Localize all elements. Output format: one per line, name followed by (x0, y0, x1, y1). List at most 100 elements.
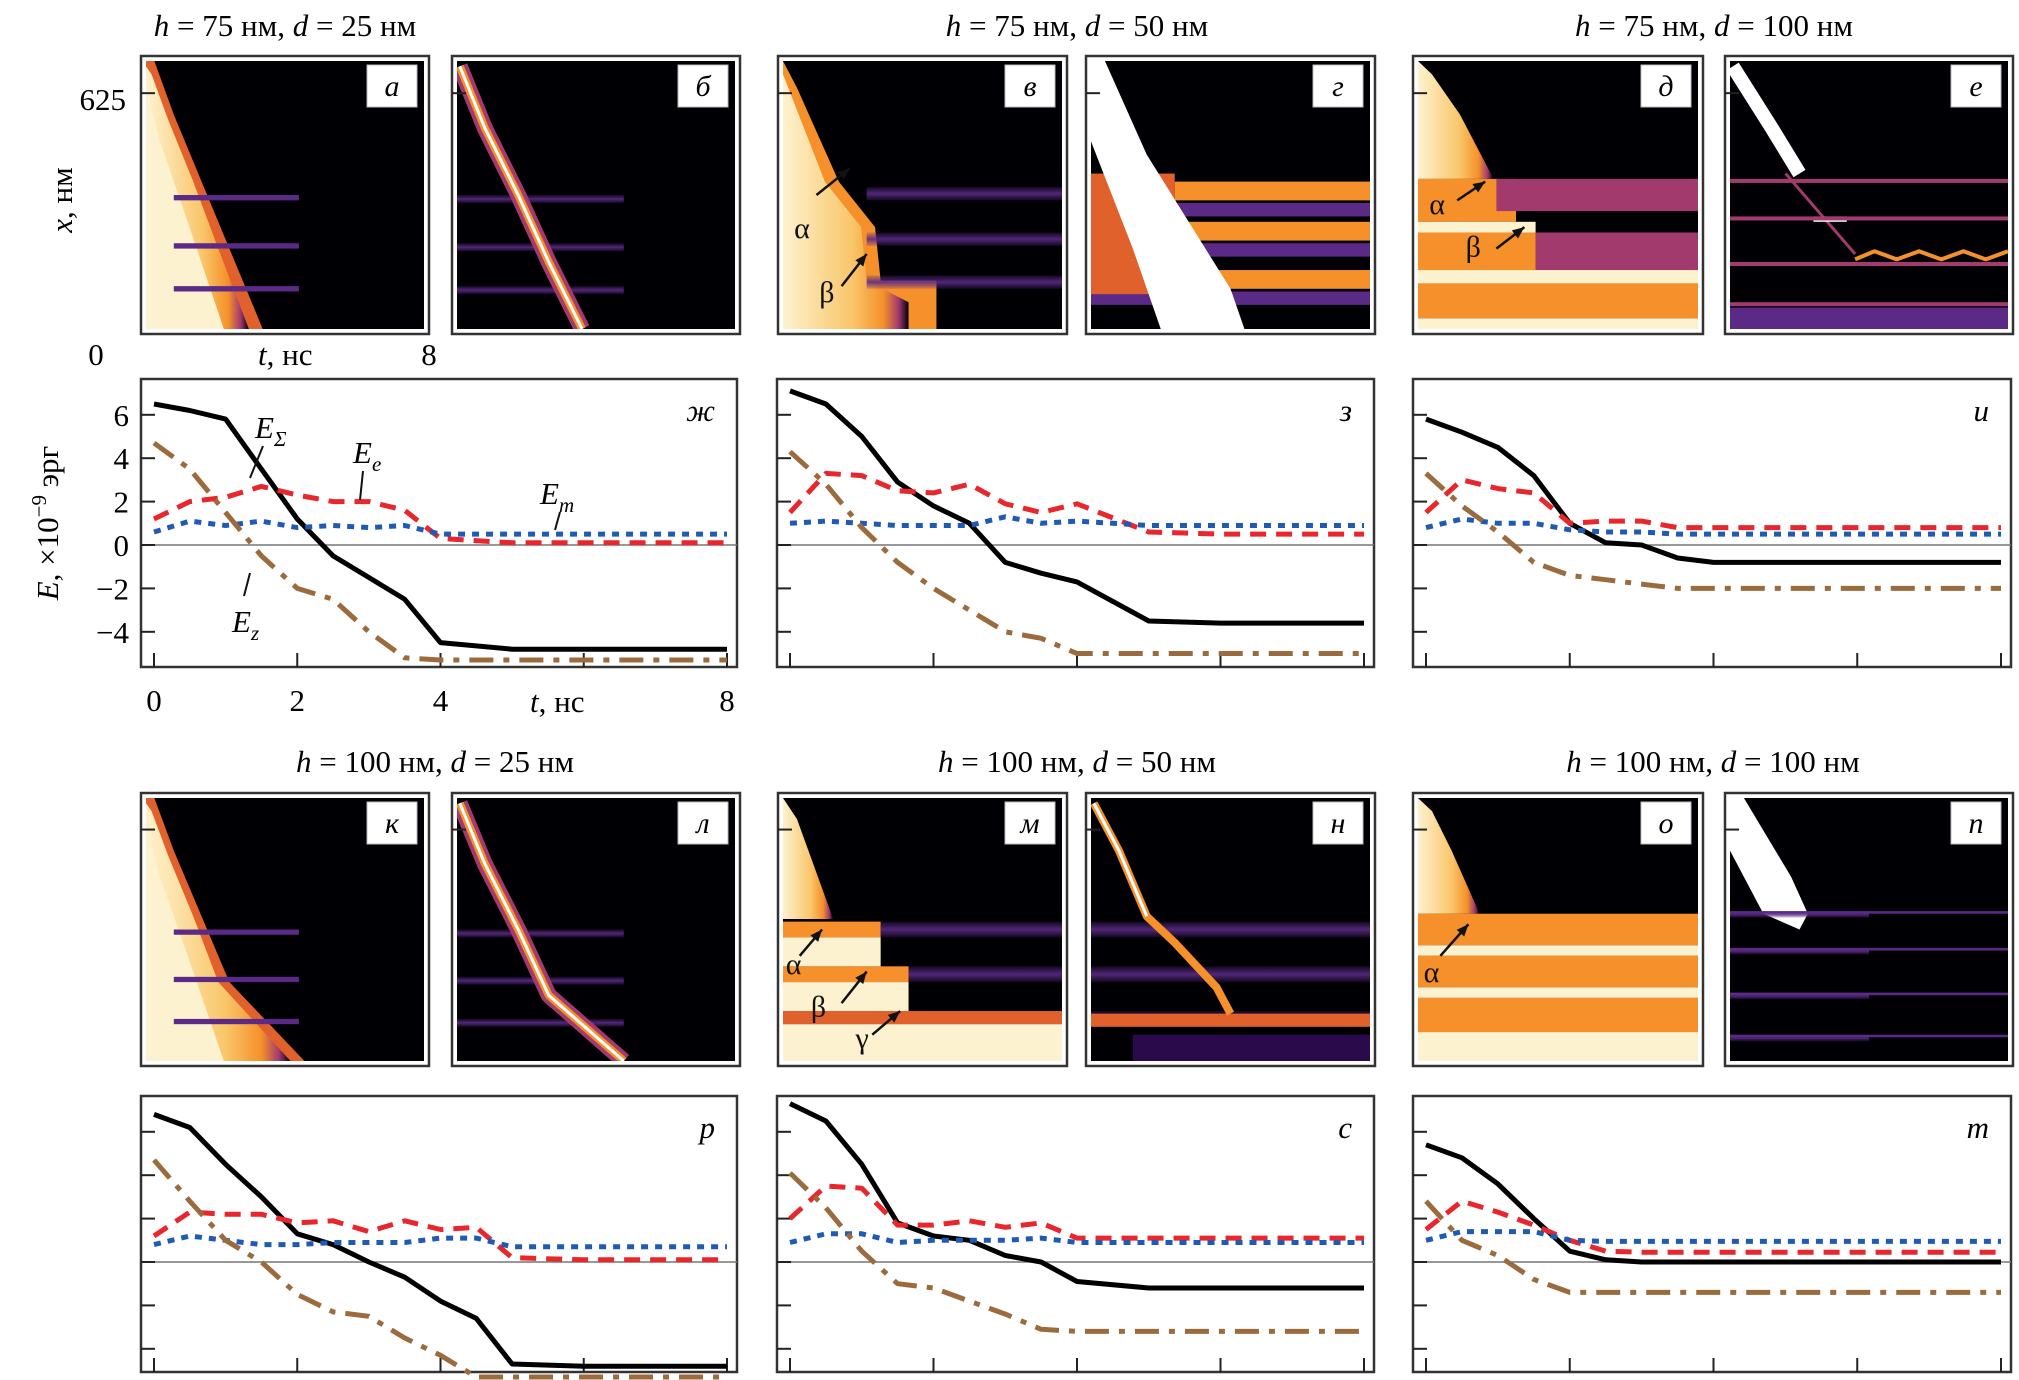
panel-letter: з (1339, 393, 1352, 428)
svg-text:Ee: Ee (352, 435, 381, 476)
y-tick-label: 6 (114, 398, 130, 433)
series-Ee (788, 470, 1364, 537)
series-Ee (1424, 1198, 2001, 1255)
svg-text:α: α (1429, 188, 1445, 221)
map-panel-м: м αβγ (776, 791, 1069, 1068)
energy-panel-и: и (1411, 377, 2013, 669)
panel-letter: е (1969, 70, 1982, 103)
panel-label: е (1950, 64, 2002, 108)
map-image (1091, 61, 1370, 329)
panel-letter: т (1967, 1110, 1989, 1145)
series-label-Em: Em (539, 476, 574, 531)
group-title: h = 75 нм, d = 100 нм (1575, 8, 1853, 43)
series-Ee (152, 1209, 727, 1263)
map-panel-о: оα (1411, 791, 1705, 1068)
svg-text:γ: γ (855, 1022, 869, 1055)
series-Ez (152, 440, 727, 663)
map-panel-б: б (450, 54, 742, 336)
map-panel-н: н (1084, 791, 1377, 1068)
map-image (1091, 798, 1370, 1061)
panel-letter: ж (686, 393, 715, 428)
panel-label: в (1004, 64, 1056, 108)
panel-letter: г (1332, 70, 1344, 103)
svg-text:α: α (786, 948, 802, 981)
x-tick-label: 4 (433, 683, 449, 718)
energy-axis-labels: E, ×10−9 эрг t, нс (27, 446, 584, 719)
panel-letter: р (698, 1110, 716, 1145)
series-Ez (1424, 471, 2001, 591)
y-tick-label: 2 (114, 485, 130, 520)
annotation-α: α (786, 928, 824, 981)
annotation-γ: γ (855, 1010, 901, 1055)
map-panel-д: д αβ (1411, 54, 1705, 336)
series-EΣ (789, 388, 1364, 626)
series-Ez (788, 1171, 1364, 1334)
map-axis-labels: 625 0 8 t, нс x, нм (44, 82, 437, 372)
panel-label: л (677, 801, 729, 845)
panel-letter: м (1019, 807, 1039, 840)
panel-letter: д (1658, 70, 1673, 103)
map-image (1418, 61, 1698, 329)
panel-letter: с (1338, 1110, 1352, 1145)
energy-panels: 6 4 2 0 −2 −4 0 2 4 8 ж EΣ Ee Em Ez з и р с т (96, 377, 2013, 1380)
map-image (146, 798, 424, 1061)
series-EΣ (1425, 416, 2001, 565)
panel-label: о (1640, 801, 1692, 845)
x-tick-label: 2 (290, 683, 306, 718)
series-Em (789, 514, 1364, 528)
series-label-EΣ: EΣ (249, 410, 287, 479)
energy-y-label: E, ×10−9 эрг (27, 446, 65, 602)
plot-frame (1411, 377, 2013, 669)
annotation-β: β (1466, 226, 1526, 264)
group-title: h = 75 нм, d = 25 нм (154, 8, 416, 43)
series-Ee (1424, 477, 2001, 531)
svg-text:EΣ: EΣ (254, 410, 287, 451)
group-titles: h = 75 нм, d = 25 нм h = 75 нм, d = 50 н… (154, 8, 1860, 779)
plot-frame (775, 1094, 1376, 1374)
y-tick-label: 4 (114, 441, 130, 476)
panel-letter: о (1659, 807, 1674, 840)
svg-text:β: β (811, 990, 826, 1023)
group-title: h = 75 нм, d = 50 нм (946, 8, 1208, 43)
annotation-β: β (811, 970, 868, 1023)
map-panel-е: е (1723, 54, 2015, 336)
map-image (1730, 798, 2008, 1061)
svg-text:α: α (794, 212, 810, 245)
map-y-tick-625: 625 (80, 82, 127, 117)
series-Em (153, 1233, 727, 1250)
energy-panel-ж: 6 4 2 0 −2 −4 0 2 4 8 ж EΣ Ee Em Ez (96, 377, 739, 718)
panel-letter: п (1969, 807, 1984, 840)
panel-letter: к (385, 807, 400, 840)
panel-label: д (1640, 64, 1692, 108)
series-Ez (1424, 1199, 2001, 1295)
map-y-tick-0: 0 (88, 337, 104, 372)
panel-label: п (1950, 801, 2002, 845)
group-title: h = 100 нм, d = 25 нм (296, 744, 574, 779)
svg-text:Em: Em (539, 476, 574, 517)
map-panel-в: в αβ (776, 54, 1069, 336)
svg-text:β: β (819, 276, 834, 309)
annotation-β: β (819, 253, 868, 309)
x-tick-label: 8 (719, 683, 735, 718)
x-tick-label: 0 (146, 683, 162, 718)
map-image (783, 798, 1062, 1061)
group-title: h = 100 нм, d = 50 нм (938, 744, 1216, 779)
series-label-Ez: Ez (231, 572, 259, 645)
series-Ee (788, 1183, 1364, 1241)
energy-panel-р: р (139, 1094, 739, 1380)
series-Em (153, 518, 727, 537)
panel-label: б (677, 64, 729, 108)
series-label-Ee: Ee (352, 435, 381, 501)
map-panel-к: к (139, 791, 431, 1068)
panel-label: н (1312, 801, 1364, 845)
y-tick-label: 0 (114, 528, 130, 563)
map-x-tick-8: 8 (421, 337, 437, 372)
panel-label: м (1004, 801, 1056, 845)
series-Em (1425, 1229, 2001, 1244)
energy-panel-т: т (1411, 1094, 2013, 1374)
panel-letter: л (694, 807, 709, 840)
map-panel-г: г (1084, 54, 1377, 336)
annotation-α: α (1429, 180, 1486, 221)
